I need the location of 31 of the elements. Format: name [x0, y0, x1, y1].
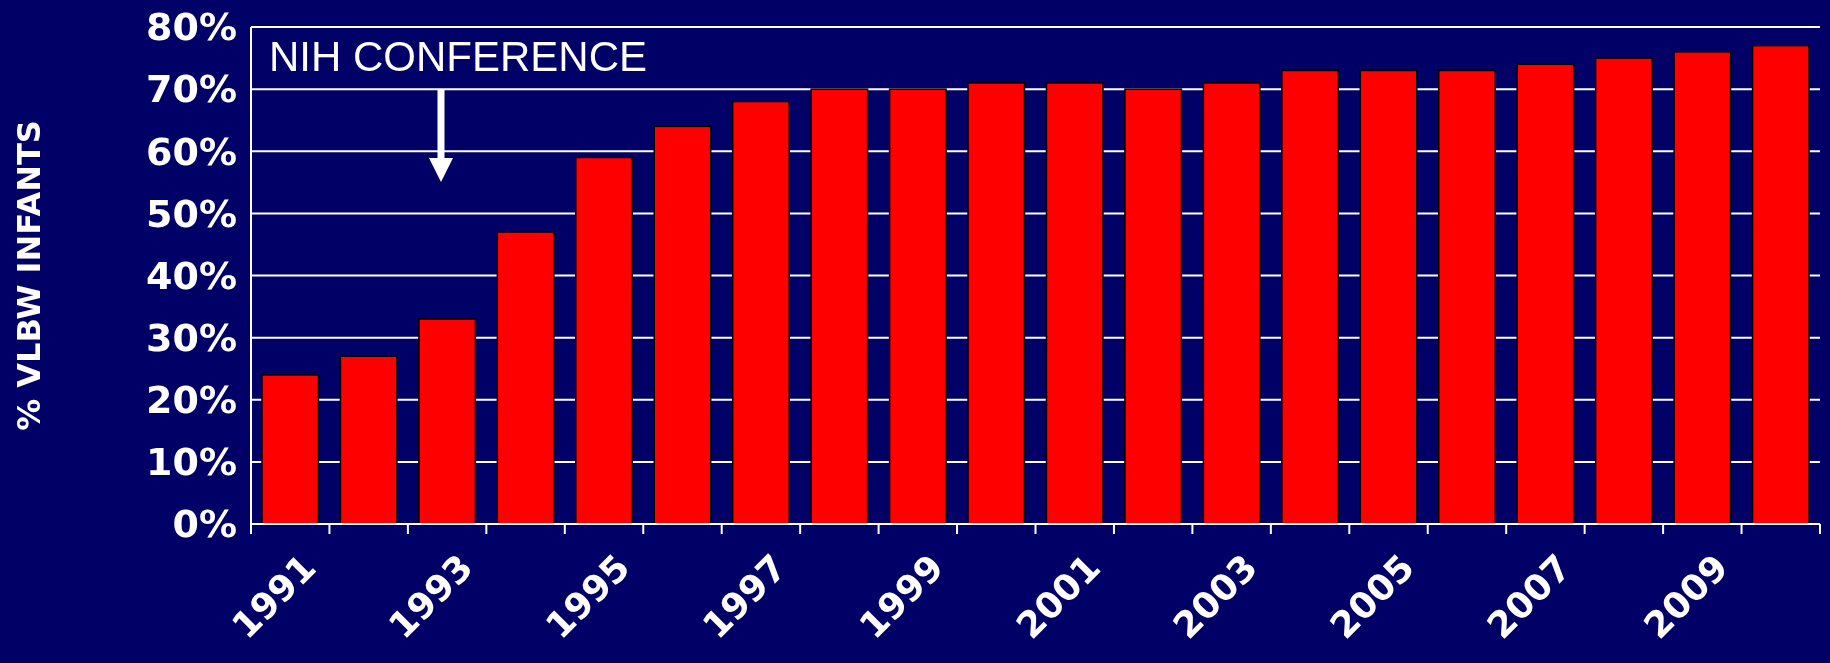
y-tick-label: 40% — [146, 253, 237, 298]
bar — [1516, 63, 1575, 525]
y-tick-label: 60% — [146, 129, 237, 174]
y-tick-label: 30% — [146, 315, 237, 360]
bar — [1594, 57, 1653, 525]
bar — [731, 100, 790, 525]
bar — [1751, 44, 1810, 525]
y-tick-label: 20% — [146, 378, 237, 423]
bar — [339, 355, 398, 525]
bar — [1045, 82, 1104, 525]
y-tick-label: 80% — [146, 5, 237, 50]
y-tick-label: 10% — [146, 440, 237, 485]
bar — [1124, 88, 1183, 525]
bar — [967, 82, 1026, 525]
bar — [1673, 51, 1732, 525]
bar — [261, 374, 320, 525]
bar — [888, 88, 947, 525]
bar — [1437, 69, 1496, 525]
y-tick-label: 50% — [146, 191, 237, 236]
y-tick-label: 0% — [172, 502, 237, 547]
bar — [1202, 82, 1261, 525]
bar — [1359, 69, 1418, 525]
y-axis-title: % VLBW INFANTS — [10, 120, 48, 431]
bar — [653, 125, 712, 525]
bar — [575, 156, 634, 525]
annotation: NIH CONFERENCE — [269, 33, 648, 80]
y-tick-label: 70% — [146, 67, 237, 112]
bar — [810, 88, 869, 525]
bar — [1281, 69, 1340, 525]
bar — [418, 318, 477, 525]
bar — [496, 231, 555, 525]
